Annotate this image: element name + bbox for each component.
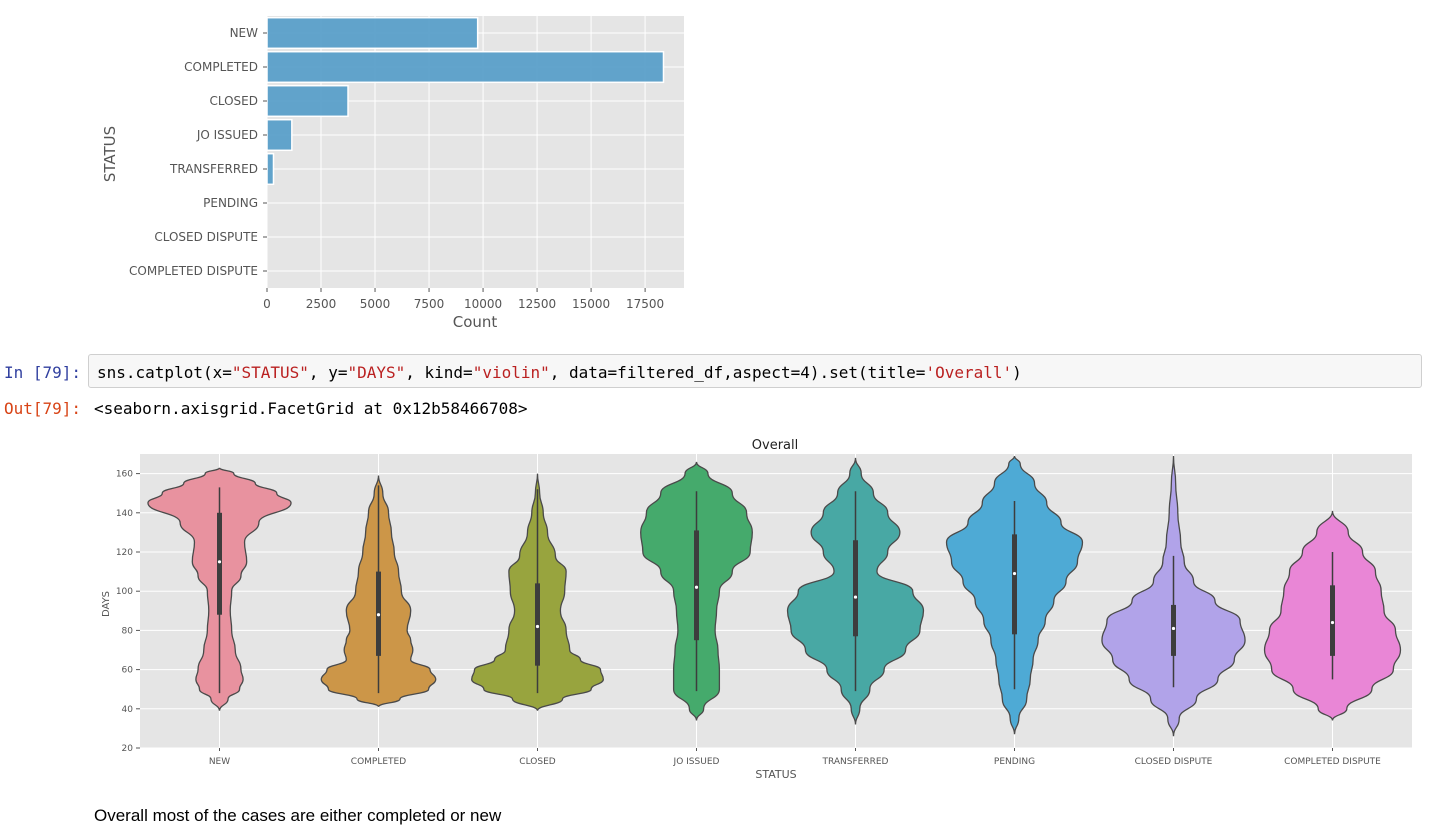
bar-x-tick-labels: 0 2500 5000 7500 10000 12500 15000 17500 xyxy=(263,288,664,311)
violin-y-tick-label: 100 xyxy=(116,587,133,597)
code-string: "DAYS" xyxy=(347,363,406,382)
violin-plot-area xyxy=(140,454,1412,748)
code-cell[interactable]: sns.catplot(x="STATUS", y="DAYS", kind="… xyxy=(88,354,1422,388)
bar-category-label: TRANSFERRED xyxy=(169,162,258,176)
violin-median-dot xyxy=(376,613,381,617)
bar-x-tick-label: 15000 xyxy=(572,297,610,311)
violin-iqr-box xyxy=(535,583,540,666)
bar-x-tick-label: 17500 xyxy=(626,297,664,311)
overall-violin-chart: Overall 20 40 60 80 100 120 140 160 NEW COMPLETE… xyxy=(101,438,1412,781)
bar-category-labels: NEW COMPLETED CLOSED JO ISSUED TRANSFERRED PE… xyxy=(129,26,267,278)
output-prompt: Out[79]: xyxy=(4,399,82,418)
violin-y-tick-label: 120 xyxy=(116,548,133,558)
bar-category-label: NEW xyxy=(230,26,259,40)
violin-y-tick-label: 80 xyxy=(122,626,134,636)
code-token: , kind= xyxy=(405,363,473,382)
output-text: <seaborn.axisgrid.FacetGrid at 0x12b5846… xyxy=(94,399,528,418)
code-token: ) xyxy=(1012,363,1022,382)
violin-median-dot xyxy=(694,585,699,589)
violin-y-tick-label: 20 xyxy=(122,744,134,754)
violin-x-tick-label: CLOSED xyxy=(519,757,555,767)
bar-category-label: JO ISSUED xyxy=(196,128,258,142)
bar-series xyxy=(266,16,665,186)
violin-x-tick-labels: NEW COMPLETED CLOSED JO ISSUED TRANSFERRED PE… xyxy=(209,748,1381,767)
bar-closed xyxy=(266,84,349,118)
code-string: 'Overall' xyxy=(925,363,1013,382)
bar-category-label: CLOSED DISPUTE xyxy=(154,230,258,244)
violin-x-tick-label: JO ISSUED xyxy=(673,757,720,767)
violin-y-tick-label: 60 xyxy=(122,666,134,676)
bar-x-tick-label: 2500 xyxy=(306,297,337,311)
bar-jo-issued xyxy=(266,118,293,152)
violin-iqr-box xyxy=(1012,534,1017,635)
bar-transferred xyxy=(266,152,275,186)
status-count-bar-chart: NEW COMPLETED CLOSED JO ISSUED TRANSFERRED PE… xyxy=(101,16,684,331)
code-string: "violin" xyxy=(472,363,550,382)
code-token: , y= xyxy=(308,363,348,382)
violin-y-tick-label: 140 xyxy=(116,509,133,519)
violin-iqr-box xyxy=(853,540,858,637)
bar-x-tick-label: 5000 xyxy=(360,297,391,311)
input-prompt: In [79]: xyxy=(4,363,82,382)
code-token: , data=filtered_df,aspect=4).set(title= xyxy=(549,363,926,382)
code-string: "STATUS" xyxy=(231,363,309,382)
violin-y-tick-labels: 20 40 60 80 100 120 140 160 xyxy=(116,470,140,754)
bar-x-tick-label: 0 xyxy=(263,297,271,311)
bar-category-label: PENDING xyxy=(203,196,258,210)
violin-iqr-box xyxy=(694,530,699,641)
bar-x-tick-label: 10000 xyxy=(464,297,502,311)
violin-x-tick-label: COMPLETED DISPUTE xyxy=(1284,757,1381,767)
violin-x-tick-label: PENDING xyxy=(994,757,1035,767)
bar-x-tick-label: 12500 xyxy=(518,297,556,311)
violin-median-dot xyxy=(1171,626,1176,631)
bar-category-label: COMPLETED DISPUTE xyxy=(129,264,258,278)
violin-median-dot xyxy=(217,560,222,564)
bar-x-axis-label: Count xyxy=(453,313,498,331)
violin-iqr-box xyxy=(217,512,222,615)
violin-median-dot xyxy=(853,595,858,599)
code-text[interactable]: sns.catplot(x="STATUS", y="DAYS", kind="… xyxy=(97,363,1022,382)
violin-y-tick-label: 40 xyxy=(122,705,134,715)
bar-completed xyxy=(266,50,665,84)
violin-y-axis-label: DAYS xyxy=(101,591,112,617)
bar-new xyxy=(266,16,479,50)
code-token: sns.catplot(x= xyxy=(97,363,232,382)
violin-title: Overall xyxy=(752,438,798,453)
violin-iqr-box xyxy=(1171,604,1176,656)
violin-median-dot xyxy=(1330,620,1335,625)
violin-x-tick-label: NEW xyxy=(209,757,230,767)
markdown-text: Overall most of the cases are either com… xyxy=(94,806,502,825)
violin-iqr-box xyxy=(1330,585,1335,656)
violin-x-tick-label: COMPLETED xyxy=(351,757,406,767)
violin-median-dot xyxy=(1012,571,1017,576)
bar-category-label: CLOSED xyxy=(209,94,258,108)
violin-series xyxy=(147,455,1402,737)
violin-median-dot xyxy=(535,624,540,629)
bar-x-tick-label: 7500 xyxy=(414,297,445,311)
violin-x-tick-label: TRANSFERRED xyxy=(822,757,889,767)
bar-category-label: COMPLETED xyxy=(184,60,258,74)
violin-x-axis-label: STATUS xyxy=(755,768,796,781)
violin-y-tick-label: 160 xyxy=(116,470,133,480)
violin-x-tick-label: CLOSED DISPUTE xyxy=(1135,757,1213,767)
bar-y-axis-label: STATUS xyxy=(101,126,119,182)
